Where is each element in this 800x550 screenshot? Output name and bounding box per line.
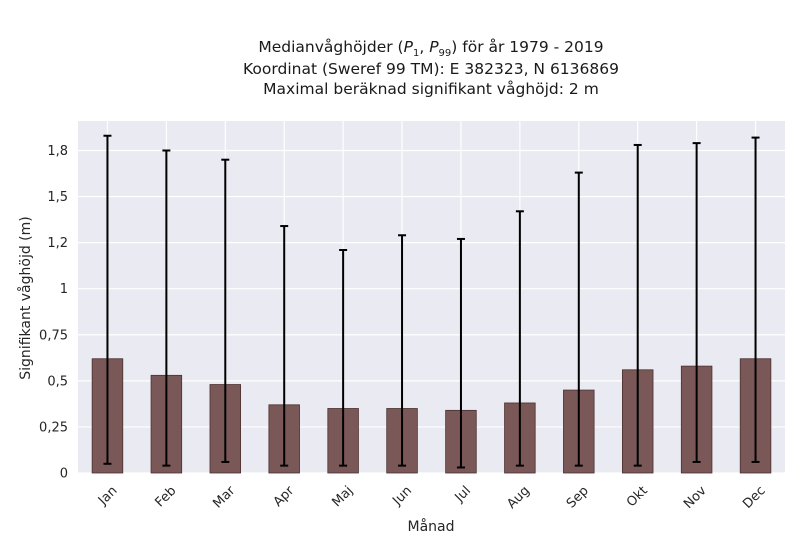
error-bar-apr (280, 225, 289, 467)
error-bar-jan (103, 134, 112, 465)
x-tick-label-jun: Jun (389, 483, 415, 509)
x-tick-label-jan: Jan (95, 483, 120, 508)
x-tick-label-sep: Sep (564, 483, 592, 511)
x-tick-label-okt: Okt (624, 483, 651, 510)
x-tick-label-maj: Maj (329, 483, 356, 510)
x-tick-label-jul: Jul (452, 483, 474, 505)
error-bar-jul (456, 237, 465, 469)
error-bars (103, 134, 760, 469)
error-bar-maj (339, 249, 348, 467)
error-bar-sep (574, 171, 583, 467)
x-tick-label-dec: Dec (740, 483, 768, 511)
error-bar-dec (751, 136, 760, 463)
x-tick-labels: Jan Feb Mar Apr Maj Jun Jul Aug Sep Okt Nov Dec (95, 483, 769, 512)
x-tick-label-feb: Feb (153, 483, 180, 510)
chart-title-line-2: Koordinat (Sweref 99 TM): E 382323, N 61… (243, 60, 619, 78)
y-tick-label: 0,5 (47, 374, 68, 389)
y-axis-label: Signifikant våghöjd (m) (17, 216, 34, 379)
error-bar-aug (515, 210, 524, 467)
y-tick-label: 0 (60, 467, 68, 482)
plot-area (78, 121, 785, 473)
x-tick-label-aug: Aug (504, 483, 533, 512)
x-tick-label-apr: Apr (271, 483, 298, 510)
chart-title-line-1: Medianvåghöjder (P1, P99) för år 1979 - … (258, 38, 603, 59)
error-bar-feb (162, 149, 171, 467)
chart-title: Medianvåghöjder (P1, P99) för år 1979 - … (243, 38, 619, 98)
y-tick-label: 1,5 (47, 190, 68, 205)
error-bar-jun (398, 234, 407, 467)
chart-title-line-3: Maximal beräknad signifikant våghöjd: 2 … (263, 80, 599, 98)
y-tick-label: 0,75 (39, 328, 68, 343)
x-axis-label: Månad (408, 518, 455, 535)
y-tick-label: 1,8 (47, 144, 68, 159)
error-bar-okt (633, 143, 642, 467)
y-tick-label: 0,25 (39, 420, 68, 435)
y-tick-labels: 0 0,25 0,5 0,75 1 1,2 1,5 1,8 (39, 144, 68, 482)
error-bar-mar (221, 158, 230, 463)
y-tick-label: 1,2 (47, 236, 68, 251)
x-tick-label-nov: Nov (681, 483, 710, 512)
error-bar-nov (692, 142, 701, 463)
y-tick-label: 1 (60, 282, 68, 297)
x-tick-label-mar: Mar (210, 483, 238, 511)
